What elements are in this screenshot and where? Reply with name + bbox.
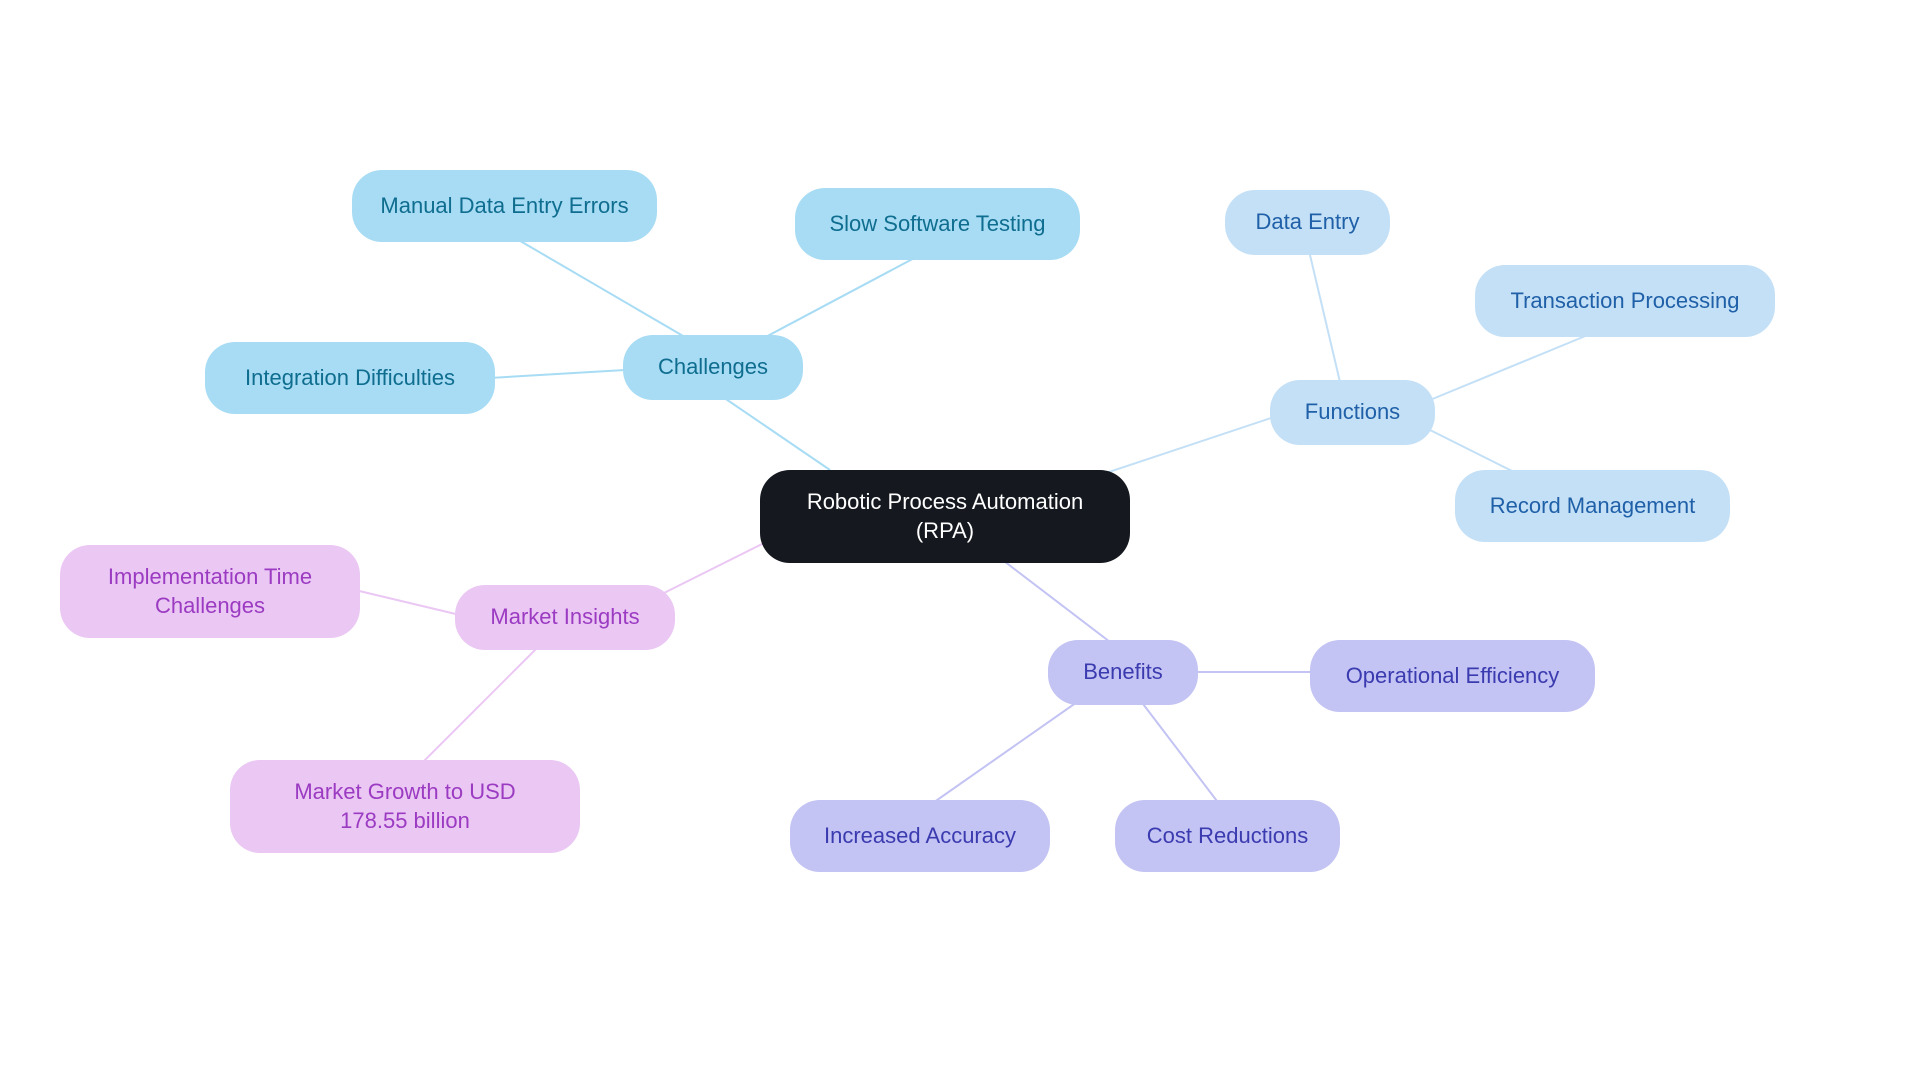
branch-functions: Functions [1270,380,1435,445]
leaf-challenges-2: Integration Difficulties [205,342,495,414]
branch-challenges: Challenges [623,335,803,400]
leaf-functions-1: Transaction Processing [1475,265,1775,337]
leaf-benefits-1: Increased Accuracy [790,800,1050,872]
leaf-market-1: Market Growth to USD 178.55 billion [230,760,580,853]
leaf-market-0: Implementation Time Challenges [60,545,360,638]
branch-benefits: Benefits [1048,640,1198,705]
leaf-challenges-0: Manual Data Entry Errors [352,170,657,242]
leaf-functions-0: Data Entry [1225,190,1390,255]
branch-market: Market Insights [455,585,675,650]
leaf-functions-2: Record Management [1455,470,1730,542]
leaf-benefits-2: Cost Reductions [1115,800,1340,872]
center-node: Robotic Process Automation (RPA) [760,470,1130,563]
leaf-benefits-0: Operational Efficiency [1310,640,1595,712]
leaf-challenges-1: Slow Software Testing [795,188,1080,260]
